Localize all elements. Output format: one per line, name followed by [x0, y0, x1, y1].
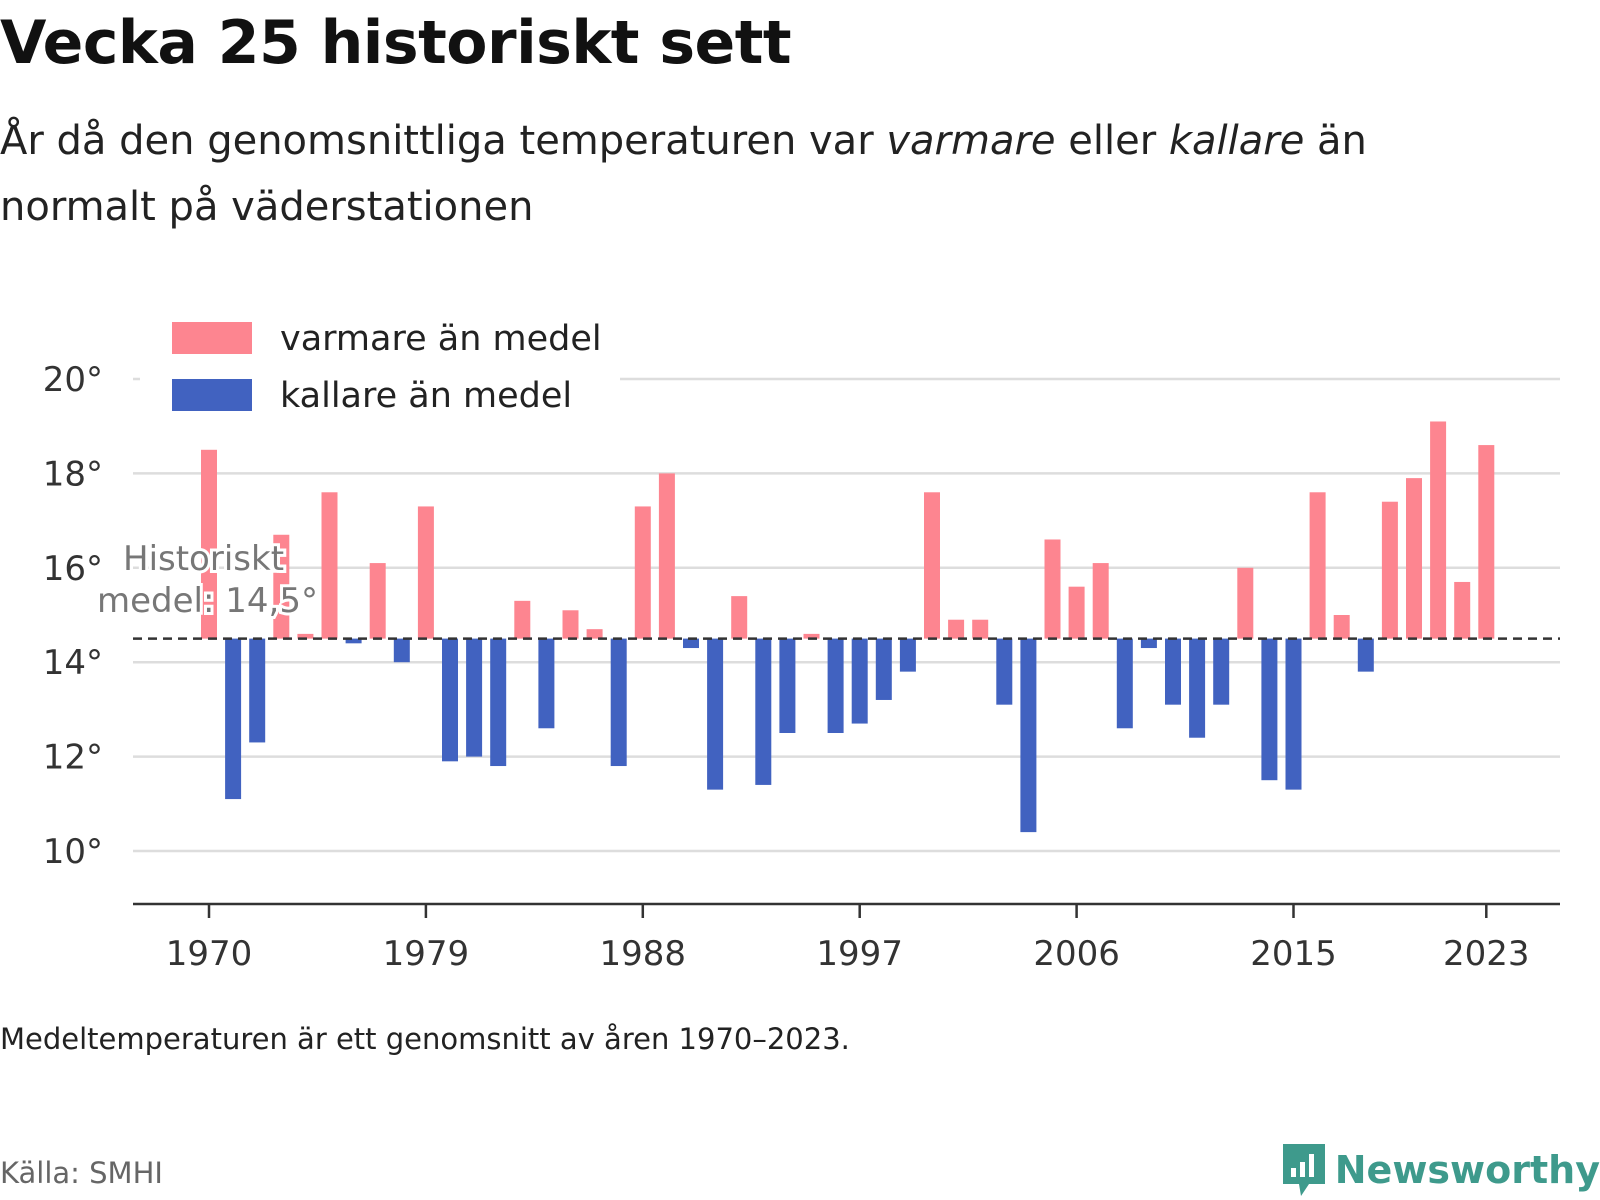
bar-2020 [1406, 478, 1422, 639]
bar-2019 [1381, 501, 1398, 639]
bar-1974 [297, 633, 314, 639]
x-tick-label: 1997 [816, 934, 903, 974]
brand-name: Newsworthy [1334, 1148, 1600, 1192]
bar-2005 [1044, 539, 1061, 639]
y-tick-label: 14° [43, 643, 103, 683]
chart-subtitle: År då den genomsnittliga temperaturen va… [0, 108, 1520, 240]
bar-2011 [1189, 638, 1206, 738]
bar-1994 [779, 638, 796, 733]
bar-2002 [972, 619, 989, 639]
bar-1998 [875, 638, 892, 700]
bar-1987 [610, 638, 627, 767]
chart-title: Vecka 25 historiskt sett [0, 8, 792, 78]
x-tick-label: 2006 [1033, 934, 1120, 974]
newsworthy-logo-icon [1282, 1144, 1325, 1196]
bar-2021 [1430, 421, 1447, 639]
subtitle-part2: eller [1055, 118, 1169, 164]
bar-1975 [321, 492, 338, 639]
bar-1978 [393, 638, 410, 663]
bar-1999 [899, 638, 916, 672]
bar-1996 [827, 638, 844, 733]
bar-1973 [273, 534, 290, 639]
subtitle-part1: År då den genomsnittliga temperaturen va… [0, 118, 887, 164]
bar-1970 [201, 449, 217, 639]
bar-1989 [658, 473, 675, 639]
bar-1979 [417, 506, 434, 639]
bar-1981 [466, 638, 483, 757]
bar-2015 [1285, 638, 1302, 790]
annotation-line-2: medel: 14,5° [97, 581, 318, 621]
y-axis: 10° 12° 14° 16° 18° 20° [43, 360, 103, 872]
bar-2001 [948, 619, 965, 639]
x-tick-label: 1970 [166, 934, 253, 974]
y-tick-label: 10° [43, 832, 103, 872]
bar-1992 [731, 596, 748, 639]
bar-1984 [538, 638, 555, 729]
footnote: Medeltemperaturen är ett genomsnitt av å… [0, 1022, 850, 1056]
y-tick-label: 18° [43, 454, 103, 494]
y-tick-label: 12° [43, 738, 103, 778]
bar-2006 [1068, 586, 1085, 639]
bar-1972 [249, 638, 266, 743]
bar-1985 [562, 610, 579, 639]
bar-1997 [851, 638, 868, 724]
x-tick-label: 1988 [600, 934, 687, 974]
bar-1986 [586, 629, 603, 639]
bar-1983 [514, 600, 531, 639]
bar-1995 [803, 633, 820, 639]
bar-2013 [1237, 567, 1254, 639]
bar-1977 [369, 563, 386, 639]
bar-2012 [1213, 638, 1230, 705]
x-tick-label: 2015 [1250, 934, 1337, 974]
bar-2017 [1333, 615, 1350, 639]
bar-2003 [996, 638, 1013, 705]
bars [201, 421, 1495, 833]
mean-annotation: Historiskt medel: 14,5° [94, 536, 321, 624]
bar-2000 [924, 492, 940, 639]
x-tick-label: 2023 [1443, 934, 1530, 974]
legend-cold-label: kallare än medel [280, 376, 572, 416]
bar-1980 [442, 638, 458, 762]
y-tick-label: 16° [43, 549, 103, 589]
bar-2016 [1309, 492, 1326, 639]
bar-1971 [225, 638, 242, 800]
bar-2022 [1454, 581, 1471, 639]
bar-2008 [1116, 638, 1133, 729]
legend-warm-label: varmare än medel [280, 319, 602, 359]
subtitle-cold-word: kallare [1168, 118, 1305, 164]
bar-2007 [1092, 563, 1109, 639]
annotation-line-1: Historiskt [123, 539, 284, 579]
legend-warm-swatch [172, 322, 252, 354]
source-credit: Källa: SMHI [0, 1156, 163, 1190]
legend-cold-swatch [172, 379, 252, 411]
bar-2010 [1165, 638, 1181, 705]
bar-2004 [1020, 638, 1037, 833]
brand: Newsworthy [1279, 1140, 1600, 1200]
subtitle-warm-word: varmare [886, 118, 1056, 164]
bar-1991 [707, 638, 724, 790]
bar-2023 [1478, 445, 1495, 639]
legend: varmare än medel kallare än medel [140, 300, 620, 418]
bar-2009 [1140, 638, 1157, 649]
y-tick-label: 20° [43, 360, 103, 400]
bar-2018 [1357, 638, 1374, 672]
x-axis: 1970 1979 1988 1997 2006 2015 2023 [133, 902, 1560, 974]
bar-1993 [755, 638, 772, 785]
bar-chart: 10° 12° 14° 16° 18° 20° 1970 1979 1988 1997 2006 2… [42, 300, 1560, 974]
subtitle-part3: än normalt på väderstationen [0, 118, 1367, 230]
bar-1988 [634, 506, 651, 639]
x-tick-label: 1979 [383, 934, 470, 974]
bar-1990 [683, 638, 699, 649]
bar-2014 [1261, 638, 1278, 781]
bar-1976 [345, 638, 362, 644]
bar-1982 [490, 638, 507, 767]
